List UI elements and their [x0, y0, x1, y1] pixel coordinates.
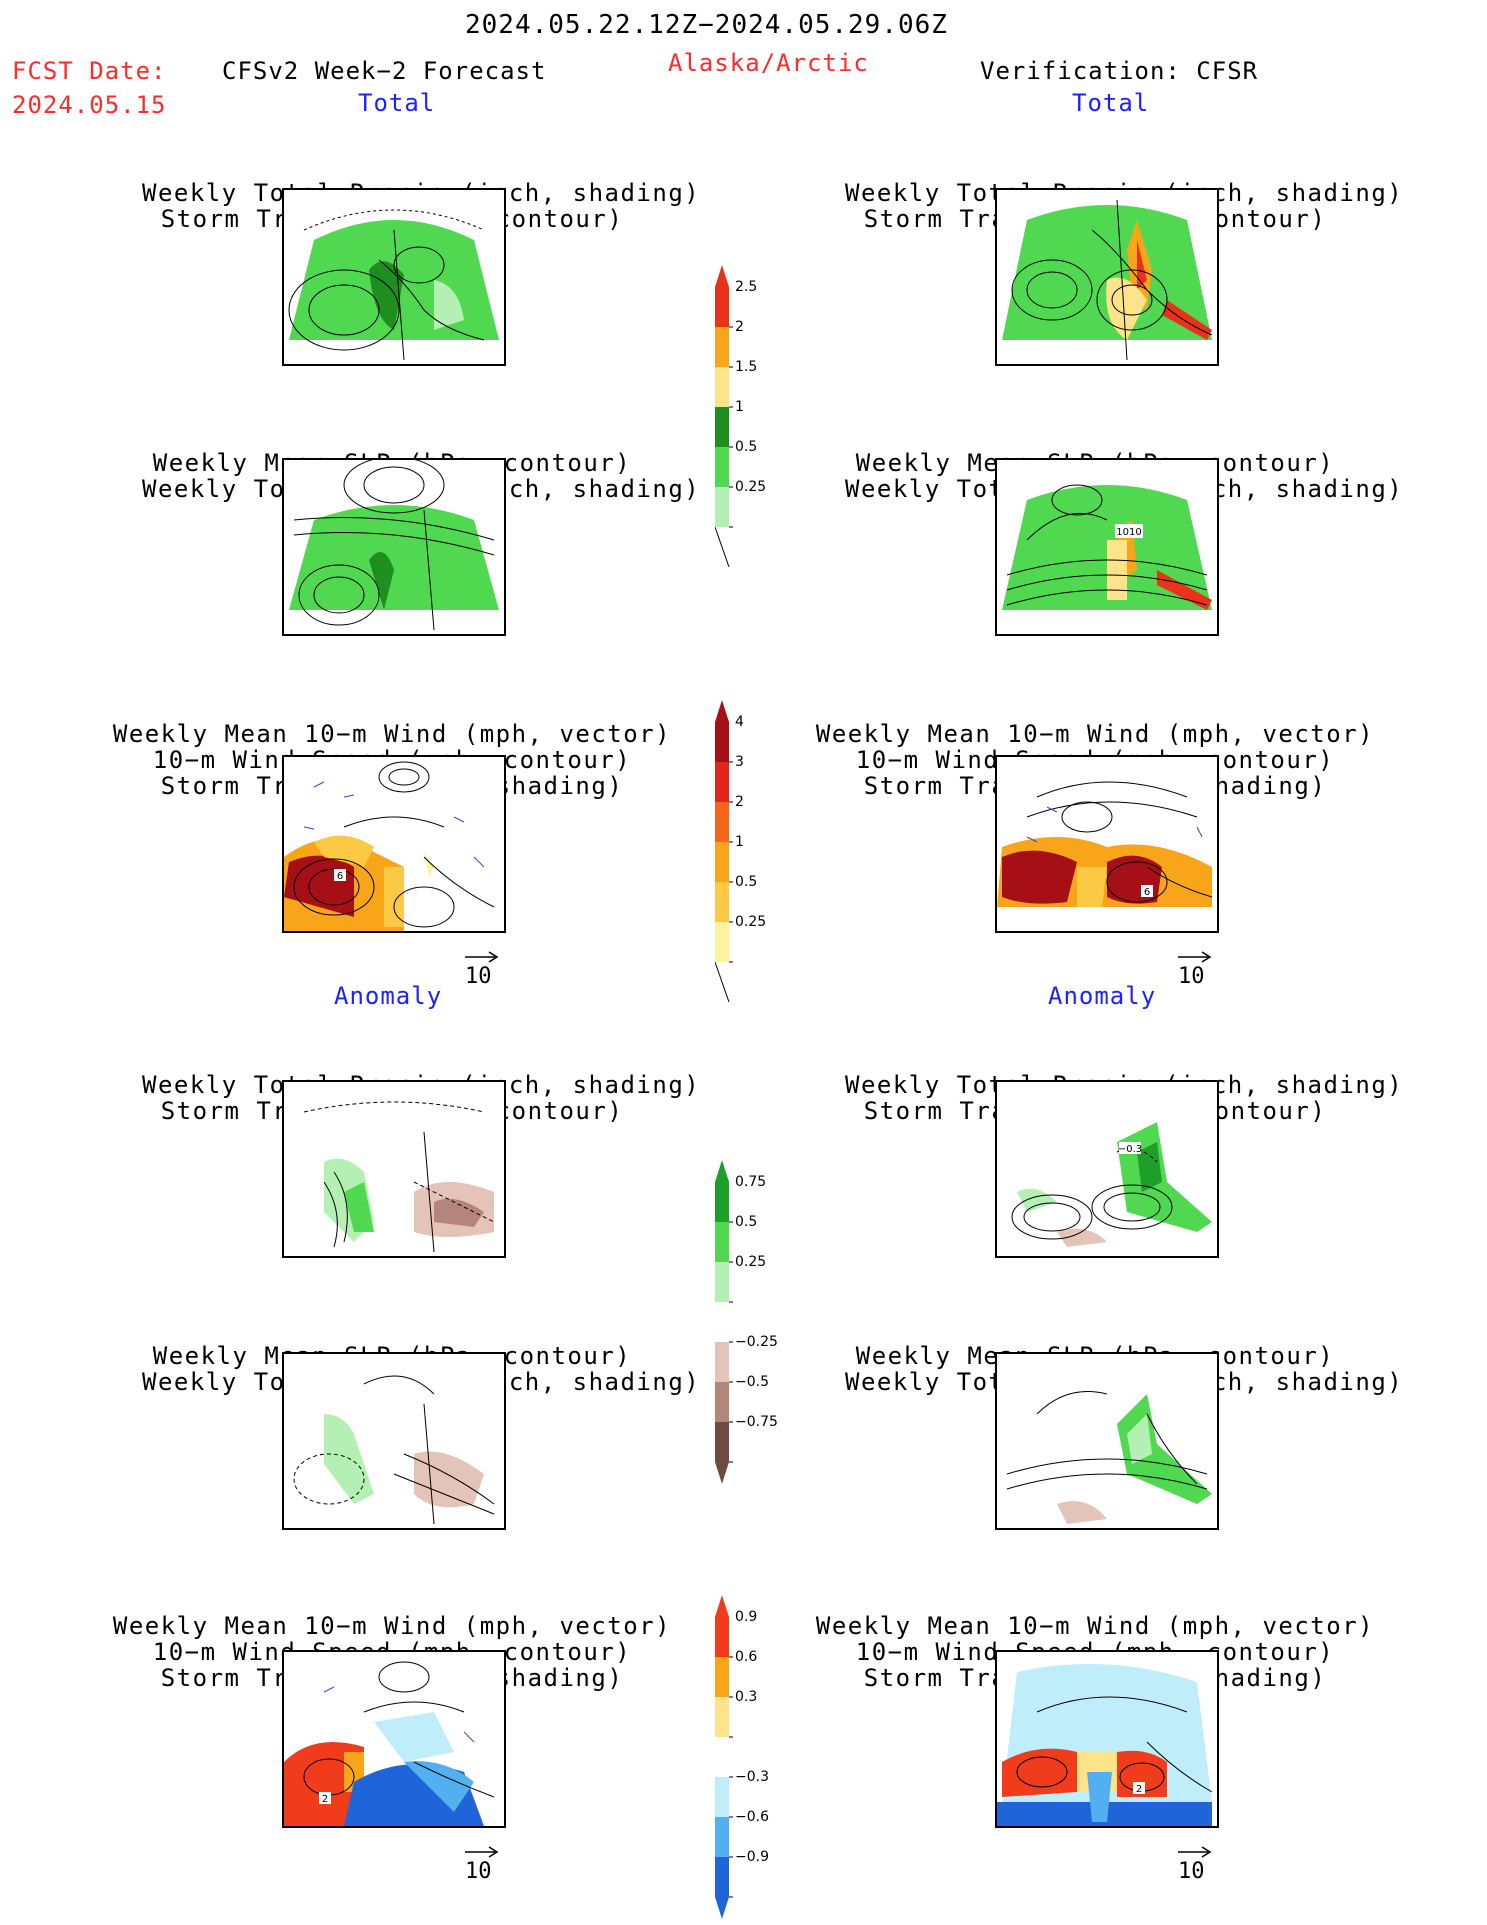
- colorbar-tick-label: 1: [735, 399, 744, 415]
- colorbar-tick-label: 4: [735, 714, 744, 730]
- colorbar-tick-label: −0.25: [735, 1334, 778, 1350]
- contour-label-fcst-wind: 6: [337, 871, 343, 882]
- map-verif-total-wind: 6: [995, 755, 1219, 933]
- colorbar-segment: [715, 327, 729, 367]
- region-title: Alaska/Arctic: [668, 49, 869, 77]
- colorbar-graphic: [715, 1595, 733, 1919]
- vector-ref-label: 10: [1178, 1859, 1205, 1884]
- colorbar-tick-label: 0.6: [735, 1649, 758, 1665]
- colorbar-tick-label: 0.3: [735, 1689, 758, 1705]
- colorbar-segment: [715, 367, 729, 407]
- colorbar-tick-label: 0.9: [735, 1609, 758, 1625]
- contour-label-anom-verif-wind: 2: [1136, 1784, 1142, 1795]
- colorbar-tick-label: 0.5: [735, 439, 758, 455]
- colorbar-bottom-tip: [715, 1897, 729, 1919]
- vector-ref-label: 10: [1178, 964, 1205, 989]
- colorbar-tick-label: 1: [735, 834, 744, 850]
- colorbar-tick-label: 2.5: [735, 279, 758, 295]
- colorbar-segment: [715, 1697, 729, 1737]
- colorbar-tick-label: −0.3: [735, 1769, 769, 1785]
- colorbar-segment: [715, 1182, 729, 1222]
- date-range: 2024.05.22.12Z−2024.05.29.06Z: [465, 10, 948, 40]
- colorbar-top-tip: [715, 1160, 729, 1182]
- colorbar-segment: [715, 1222, 729, 1262]
- colorbar-tick-label: 0.25: [735, 1254, 767, 1270]
- colorbar-segment: [715, 1657, 729, 1697]
- colorbar-graphic: [715, 700, 733, 1002]
- vector-ref-label: 10: [465, 964, 492, 989]
- colorbar-segment: [715, 487, 729, 527]
- colorbar-tick-label: 1.5: [735, 359, 758, 375]
- contour-label-verif-wind: 6: [1144, 887, 1150, 898]
- colorbar-segment: [715, 722, 729, 762]
- colorbar-segment: [715, 842, 729, 882]
- map-fcst-total-wind: 6: [282, 755, 506, 933]
- map-fcst-anom-precip: [282, 1080, 506, 1258]
- map-verif-anom-wind: 2: [995, 1650, 1219, 1828]
- colorbar-graphic: [715, 265, 733, 567]
- section-total-left: Total: [358, 89, 436, 117]
- contour-label-anom-fcst-wind: 2: [322, 1794, 328, 1805]
- arrow-icon: [465, 1846, 499, 1858]
- forecast-title: CFSv2 Week−2 Forecast: [222, 57, 547, 85]
- colorbar-segment: [715, 1857, 729, 1897]
- colorbar-segment: [715, 882, 729, 922]
- colorbar-bottom-tip: [715, 1462, 729, 1484]
- map-fcst-total-precip: [282, 188, 506, 366]
- colorbar-top-tip: [715, 1595, 729, 1617]
- contour-label-1010: 1010: [1116, 527, 1141, 538]
- colorbar-tick-label: 2: [735, 794, 744, 810]
- contour-label-anom-precip: −0.3: [1118, 1144, 1142, 1155]
- arrow-icon: [1178, 951, 1212, 963]
- colorbar-bottom-tail: [715, 526, 730, 567]
- colorbar-segment: [715, 1262, 729, 1302]
- colorbar-graphic: [715, 1160, 733, 1484]
- map-verif-anom-slp: [995, 1352, 1219, 1530]
- vector-ref-label: 10: [465, 1859, 492, 1884]
- colorbar-segment: [715, 802, 729, 842]
- section-anomaly-right: Anomaly: [1048, 982, 1157, 1010]
- colorbar-segment: [715, 287, 729, 327]
- map-fcst-anom-slp: [282, 1352, 506, 1530]
- colorbar-segment: [715, 407, 729, 447]
- fcst-date-value: 2024.05.15: [12, 91, 167, 119]
- colorbar-segment: [715, 1422, 729, 1462]
- colorbar-top-tip: [715, 265, 729, 287]
- map-fcst-total-slp: [282, 458, 506, 636]
- colorbar-tick-label: 0.5: [735, 874, 758, 890]
- colorbar-segment: [715, 922, 729, 962]
- colorbar-top-tip: [715, 700, 729, 722]
- arrow-icon: [1178, 1846, 1212, 1858]
- colorbar-segment: [715, 1817, 729, 1857]
- map-fcst-anom-wind: 2: [282, 1650, 506, 1828]
- colorbar-segment: [715, 1382, 729, 1422]
- colorbar-segment: [715, 762, 729, 802]
- colorbar-tick-label: −0.9: [735, 1849, 769, 1865]
- colorbar-tick-label: 0.5: [735, 1214, 758, 1230]
- colorbar-tick-label: 0.75: [735, 1174, 767, 1190]
- map-verif-total-precip: [995, 188, 1219, 366]
- section-anomaly-left: Anomaly: [334, 982, 443, 1010]
- arrow-icon: [465, 951, 499, 963]
- colorbar-tick-label: −0.5: [735, 1374, 769, 1390]
- colorbar-segment: [715, 1777, 729, 1817]
- map-verif-anom-precip: −0.3: [995, 1080, 1219, 1258]
- colorbar-tick-label: 2: [735, 319, 744, 335]
- map-verif-total-slp: 1010: [995, 458, 1219, 636]
- fcst-date-label: FCST Date:: [12, 57, 167, 85]
- section-total-right: Total: [1072, 89, 1150, 117]
- colorbar-bottom-tail: [715, 961, 730, 1002]
- colorbar-segment: [715, 1617, 729, 1657]
- colorbar-tick-label: 3: [735, 754, 744, 770]
- verification-title: Verification: CFSR: [980, 57, 1259, 85]
- colorbar-segment: [715, 1342, 729, 1382]
- colorbar-segment: [715, 1737, 729, 1777]
- colorbar-tick-label: −0.6: [735, 1809, 769, 1825]
- colorbar-tick-label: 0.25: [735, 914, 767, 930]
- colorbar-tick-label: −0.75: [735, 1414, 778, 1430]
- colorbar-tick-label: 0.25: [735, 479, 767, 495]
- colorbar-segment: [715, 1302, 729, 1342]
- colorbar-segment: [715, 447, 729, 487]
